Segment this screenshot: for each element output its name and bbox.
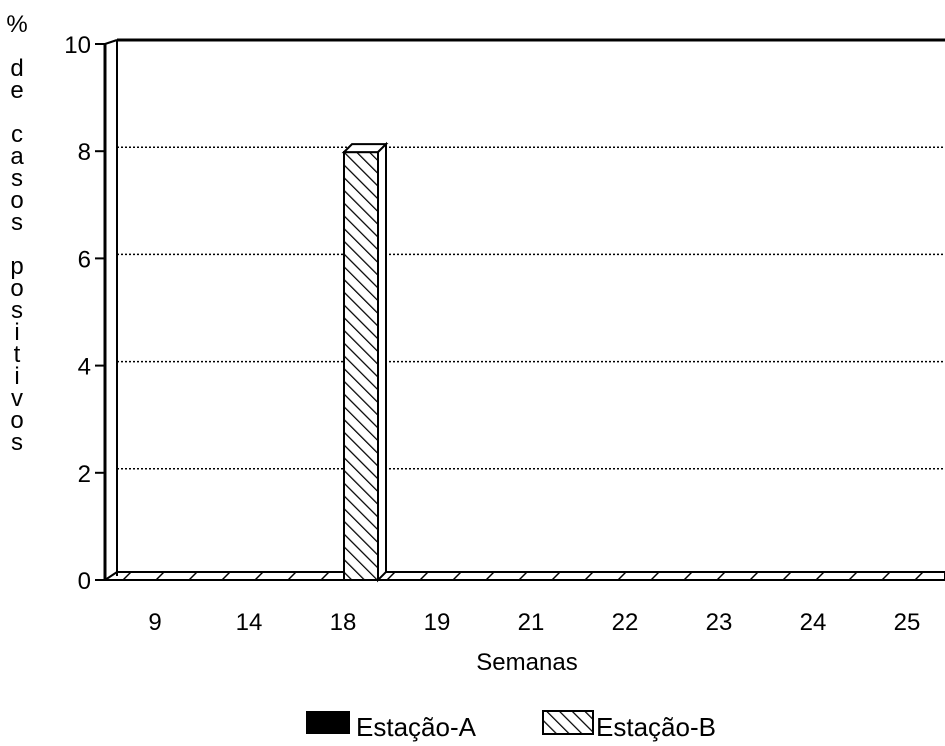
x-tick-label: 18 xyxy=(330,609,357,636)
y-axis-title-char: c xyxy=(11,121,23,148)
y-axis-title-char: o xyxy=(10,407,23,434)
x-tick-label: 21 xyxy=(518,609,545,636)
floor-hatch xyxy=(287,571,297,581)
y-axis-title-char: s xyxy=(11,165,23,192)
legend-swatch-estacao-b xyxy=(542,710,594,735)
floor-hatch xyxy=(386,571,396,581)
floor-hatch xyxy=(188,571,198,581)
floor-hatch xyxy=(254,571,264,581)
y-tick-label: 8 xyxy=(78,139,91,166)
floor-hatch xyxy=(518,571,528,581)
floor-hatch xyxy=(650,571,660,581)
floor-hatch xyxy=(122,571,132,581)
y-axis-title-char: p xyxy=(10,253,23,280)
floor-hatch xyxy=(551,571,561,581)
y-axis-title-char: % xyxy=(6,11,27,38)
floor-hatch xyxy=(584,571,594,581)
y-axis-title-char: d xyxy=(10,55,23,82)
y-tick-label: 6 xyxy=(78,246,91,273)
x-axis-title: Semanas xyxy=(476,649,577,676)
y-axis-title-char: s xyxy=(11,429,23,456)
y-axis-title-char: t xyxy=(14,341,21,368)
floor-hatch xyxy=(452,571,462,581)
floor-hatch xyxy=(749,571,759,581)
y-tick-label: 0 xyxy=(78,568,91,595)
floor-hatch xyxy=(320,571,330,581)
bar-front xyxy=(343,151,379,581)
grid-layer xyxy=(117,146,945,470)
legend-label-estacao-b: Estação-B xyxy=(596,712,716,742)
floor-hatch xyxy=(617,571,627,581)
y-axis-title-char: o xyxy=(10,275,23,302)
y-tick-label: 4 xyxy=(78,354,91,381)
y-axis-title-char: s xyxy=(11,297,23,324)
floor-hatch xyxy=(155,571,165,581)
x-tick-label: 22 xyxy=(612,609,639,636)
y-tick-label: 10 xyxy=(64,32,91,59)
y-axis-depth-top xyxy=(104,39,118,45)
x-tick-label: 23 xyxy=(706,609,733,636)
floor-layer xyxy=(101,571,945,581)
y-axis-title-char: s xyxy=(11,209,23,236)
legend-swatch-estacao-a xyxy=(306,711,350,734)
bar-layer xyxy=(341,141,389,583)
y-axis-title-char: e xyxy=(10,77,23,104)
floor-hatch xyxy=(848,571,858,581)
floor-hatch xyxy=(221,571,231,581)
legend-label-estacao-a: Estação-A xyxy=(356,712,477,742)
floor-hatch xyxy=(419,571,429,581)
y-axis-title-char: a xyxy=(10,143,24,170)
x-tick-label: 24 xyxy=(800,609,827,636)
floor-hatch xyxy=(485,571,495,581)
floor-hatch xyxy=(716,571,726,581)
y-axis-title-char: i xyxy=(14,363,19,390)
floor-hatch xyxy=(914,571,924,581)
floor-hatch xyxy=(683,571,693,581)
x-tick-label: 9 xyxy=(148,609,161,636)
floor-hatch xyxy=(881,571,891,581)
x-tick-label: 25 xyxy=(894,609,921,636)
y-axis-title-char: i xyxy=(14,319,19,346)
axis-layer xyxy=(95,38,945,581)
floor-hatch xyxy=(782,571,792,581)
x-tick-label: 19 xyxy=(424,609,451,636)
legend: Estação-A Estação-B xyxy=(306,710,716,742)
y-tick-label: 2 xyxy=(78,461,91,488)
bar-side xyxy=(377,141,387,583)
floor-hatch xyxy=(815,571,825,581)
x-tick-label: 14 xyxy=(236,609,263,636)
y-axis-title-char: o xyxy=(10,187,23,214)
y-axis-title-char: v xyxy=(11,385,23,412)
